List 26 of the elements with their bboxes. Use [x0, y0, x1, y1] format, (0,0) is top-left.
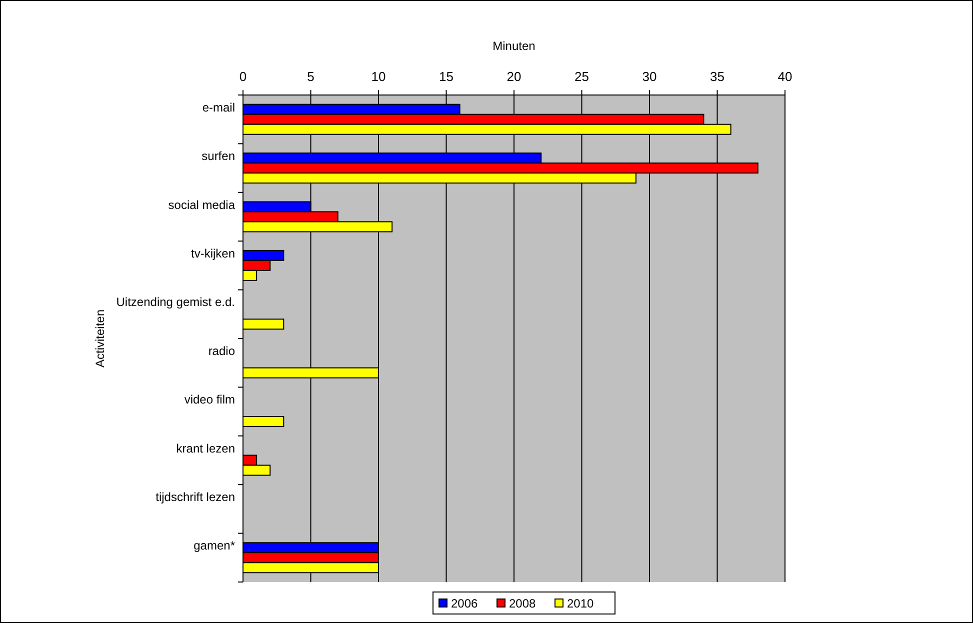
legend-label: 2008 [509, 596, 536, 610]
x-tick-label: 40 [778, 69, 792, 84]
y-tick-label: tv-kijken [190, 246, 235, 260]
x-axis-title: Minuten [492, 39, 536, 53]
x-tick-label: 20 [506, 69, 522, 84]
x-tick-label: 25 [574, 69, 589, 84]
x-tick-label: 30 [642, 69, 657, 84]
y-tick-label: surfen [202, 149, 235, 164]
y-tick-label: radio [208, 344, 236, 358]
y-tick-label: gamen* [194, 538, 236, 553]
y-tick-label: tijdschrift lezen [156, 490, 235, 504]
legend-label: 2010 [567, 596, 594, 610]
y-tick-label: video film [184, 392, 235, 407]
x-tick-label: 5 [307, 69, 314, 84]
bar [242, 318, 284, 330]
x-tick-label: 10 [371, 69, 386, 84]
legend-label: 2006 [451, 596, 478, 610]
y-tick-label: e-mail [202, 100, 235, 114]
y-tick-label: social media [168, 198, 236, 212]
x-tick-label: 15 [439, 69, 454, 84]
x-tick-label: 0 [239, 69, 247, 84]
y-tick-label: Uitzending gemist e.d. [116, 295, 235, 310]
y-tick-label: krant lezen [176, 441, 235, 456]
y-axis-title: Activiteiten [93, 309, 107, 368]
x-tick-label: 35 [710, 69, 724, 84]
bar [242, 416, 284, 428]
